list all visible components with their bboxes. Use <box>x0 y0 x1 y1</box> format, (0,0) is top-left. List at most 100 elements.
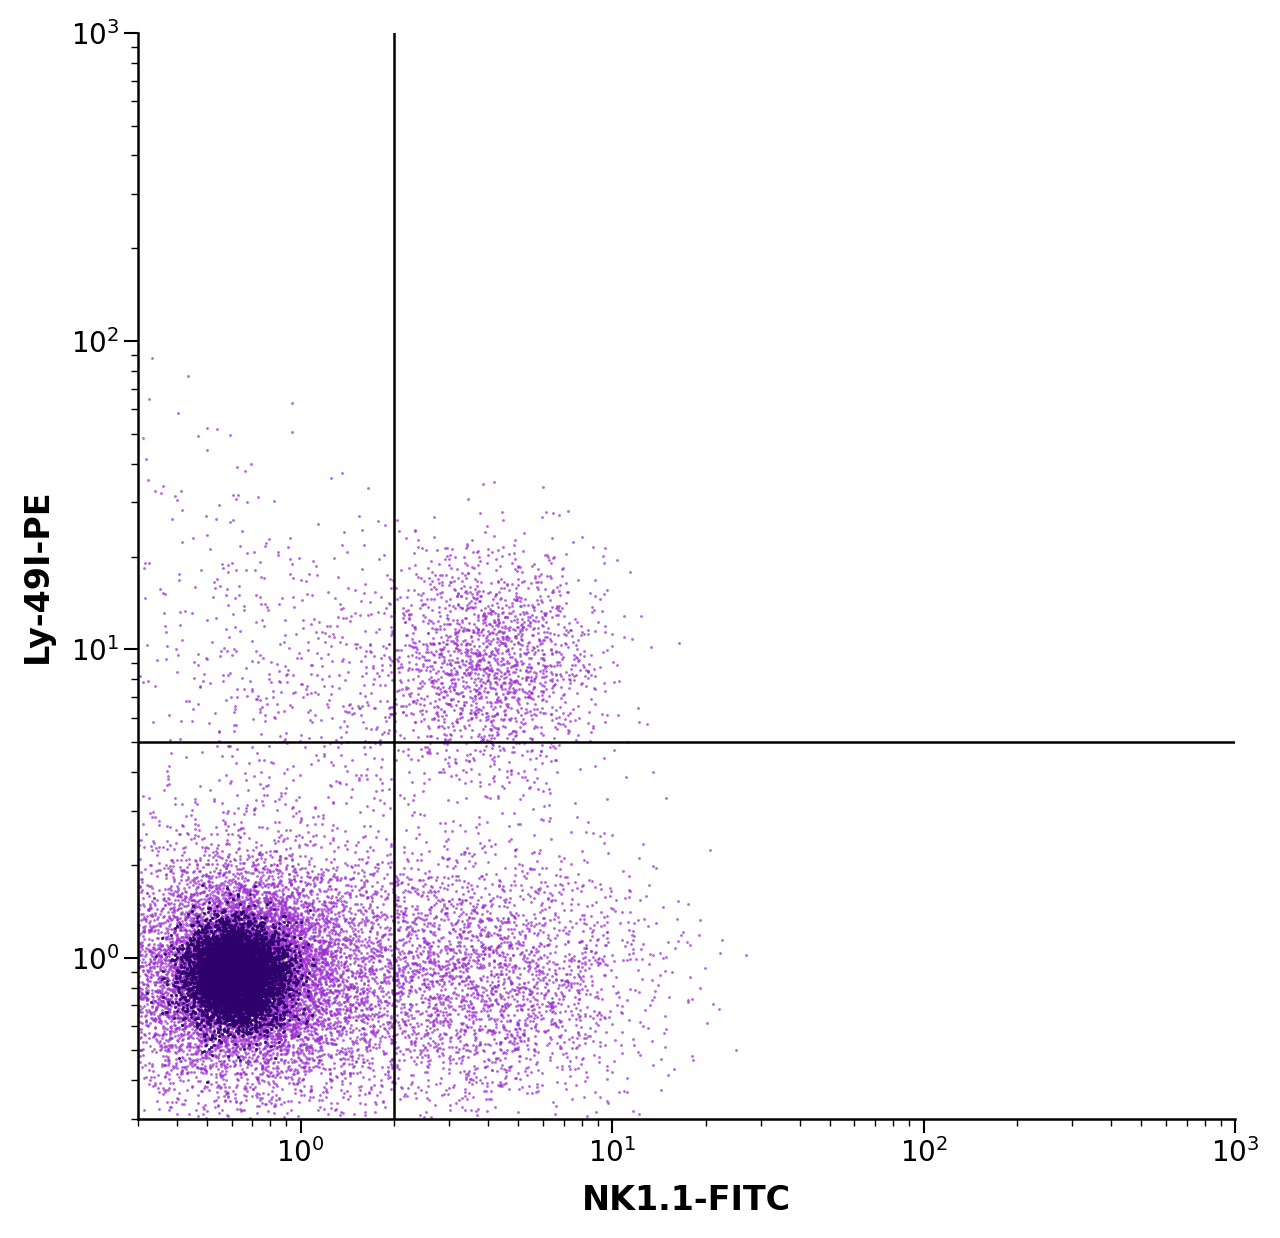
Point <box>329 925 349 945</box>
Point <box>198 880 219 900</box>
Point <box>142 987 163 1006</box>
Point <box>243 948 264 968</box>
Point <box>392 998 412 1018</box>
Point <box>237 899 257 919</box>
Point <box>209 967 229 987</box>
Point <box>438 609 458 629</box>
Point <box>239 909 260 928</box>
Point <box>300 1047 320 1067</box>
Point <box>351 963 371 983</box>
Point <box>407 659 428 678</box>
Point <box>197 962 218 982</box>
Point <box>445 1093 466 1113</box>
Point <box>198 917 219 937</box>
Point <box>274 1029 294 1049</box>
Point <box>229 925 250 945</box>
Point <box>284 914 305 933</box>
Point <box>581 941 602 961</box>
Point <box>481 711 502 730</box>
Point <box>287 946 307 966</box>
Point <box>220 904 241 924</box>
Point <box>244 1029 265 1049</box>
Point <box>456 890 476 910</box>
Point <box>305 974 325 994</box>
Point <box>192 969 212 989</box>
Point <box>287 1060 307 1080</box>
Point <box>253 1025 274 1045</box>
Point <box>163 883 183 903</box>
Point <box>236 942 256 962</box>
Point <box>183 905 204 925</box>
Point <box>280 998 301 1018</box>
Point <box>421 868 442 888</box>
Point <box>413 571 434 591</box>
Point <box>268 863 288 883</box>
Point <box>182 952 202 972</box>
Point <box>237 962 257 982</box>
Point <box>204 988 224 1008</box>
Point <box>143 921 164 941</box>
Point <box>381 1015 402 1035</box>
Point <box>248 963 269 983</box>
Point <box>261 1010 282 1030</box>
Point <box>197 1025 218 1045</box>
Point <box>271 961 292 980</box>
Point <box>205 989 225 1009</box>
Point <box>210 995 230 1015</box>
Point <box>223 964 243 984</box>
Point <box>302 655 323 675</box>
Point <box>230 926 251 946</box>
Point <box>401 1031 421 1051</box>
Point <box>366 973 387 993</box>
Point <box>531 572 552 592</box>
Point <box>202 1006 223 1026</box>
Point <box>169 953 189 973</box>
Point <box>178 904 198 924</box>
Point <box>253 948 274 968</box>
Point <box>234 912 255 932</box>
Point <box>227 992 247 1011</box>
Point <box>216 979 237 999</box>
Point <box>237 972 257 992</box>
Point <box>462 530 483 550</box>
Point <box>256 1028 276 1047</box>
Point <box>253 979 274 999</box>
Point <box>287 956 307 976</box>
Point <box>257 963 278 983</box>
Point <box>260 874 280 894</box>
Point <box>247 925 268 945</box>
Point <box>232 926 252 946</box>
Point <box>129 915 150 935</box>
Point <box>239 927 260 947</box>
Point <box>239 942 260 962</box>
Point <box>517 633 538 652</box>
Point <box>472 719 493 739</box>
Point <box>486 1047 507 1067</box>
Point <box>220 983 241 1003</box>
Point <box>538 980 558 1000</box>
Point <box>198 910 219 930</box>
Point <box>232 957 252 977</box>
Point <box>197 968 218 988</box>
Point <box>191 987 211 1006</box>
Point <box>280 988 301 1008</box>
Point <box>303 1028 324 1047</box>
Point <box>360 995 380 1015</box>
Point <box>402 790 422 810</box>
Point <box>282 948 302 968</box>
Point <box>223 978 243 998</box>
Point <box>236 961 256 980</box>
Point <box>170 729 191 749</box>
Point <box>253 1028 274 1047</box>
Point <box>211 982 232 1002</box>
Point <box>237 974 257 994</box>
Point <box>268 933 288 953</box>
Point <box>303 931 324 951</box>
Point <box>284 1008 305 1028</box>
Point <box>198 935 219 954</box>
Point <box>216 641 237 661</box>
Point <box>246 982 266 1002</box>
Point <box>279 869 300 889</box>
Point <box>242 988 262 1008</box>
Point <box>275 904 296 924</box>
